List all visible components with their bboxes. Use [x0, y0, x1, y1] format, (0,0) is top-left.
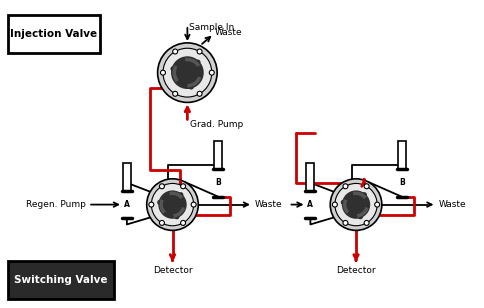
- Text: Regen. Pump: Regen. Pump: [26, 200, 86, 209]
- Circle shape: [209, 70, 214, 75]
- Text: Detector: Detector: [335, 266, 375, 275]
- Circle shape: [172, 49, 177, 54]
- Circle shape: [191, 202, 196, 207]
- Text: Waste: Waste: [254, 200, 282, 209]
- Text: Detector: Detector: [152, 266, 192, 275]
- Circle shape: [363, 221, 368, 225]
- Bar: [8, 15, 100, 53]
- Text: B: B: [215, 178, 221, 187]
- Text: Grad. Pump: Grad. Pump: [190, 120, 243, 129]
- Bar: [122, 163, 131, 191]
- Circle shape: [342, 184, 347, 189]
- Circle shape: [342, 221, 347, 225]
- Bar: [397, 141, 405, 169]
- Circle shape: [332, 202, 337, 207]
- Circle shape: [341, 190, 369, 219]
- Text: Waste: Waste: [438, 200, 465, 209]
- Circle shape: [172, 91, 177, 96]
- Circle shape: [157, 43, 217, 103]
- Text: B: B: [398, 178, 404, 187]
- Text: Switching Valve: Switching Valve: [14, 275, 107, 285]
- Circle shape: [146, 179, 198, 230]
- Circle shape: [160, 70, 165, 75]
- Circle shape: [158, 190, 186, 219]
- Circle shape: [151, 184, 193, 226]
- Circle shape: [163, 48, 212, 97]
- Bar: [8, 261, 114, 299]
- Circle shape: [159, 221, 164, 225]
- Circle shape: [330, 179, 381, 230]
- Circle shape: [197, 91, 202, 96]
- Text: A: A: [307, 200, 313, 209]
- Text: Injection Valve: Injection Valve: [10, 29, 97, 39]
- Circle shape: [159, 184, 164, 189]
- Circle shape: [363, 184, 368, 189]
- Circle shape: [180, 221, 185, 225]
- Circle shape: [197, 49, 202, 54]
- Text: Sample In: Sample In: [189, 23, 234, 32]
- Bar: [306, 163, 314, 191]
- Circle shape: [334, 184, 377, 226]
- Text: Waste: Waste: [214, 28, 242, 37]
- Text: A: A: [124, 200, 130, 209]
- Circle shape: [180, 184, 185, 189]
- Bar: [214, 141, 222, 169]
- Circle shape: [171, 56, 203, 89]
- Circle shape: [149, 202, 153, 207]
- Circle shape: [374, 202, 379, 207]
